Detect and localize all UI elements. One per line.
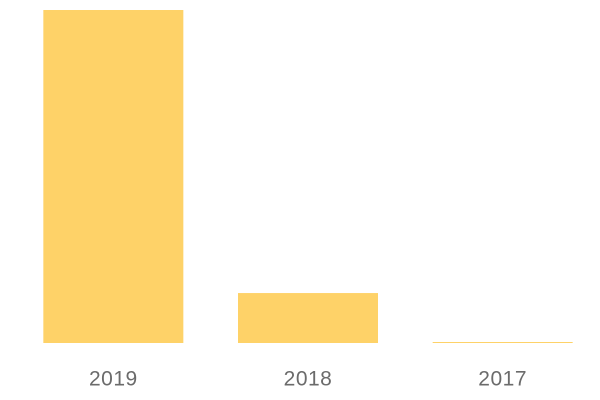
x-tick-label: 2019 (89, 368, 138, 391)
bar (432, 342, 573, 344)
bar (43, 10, 184, 343)
x-tick-label: 2017 (478, 368, 527, 391)
bar (238, 293, 378, 343)
x-tick-label: 2018 (284, 368, 333, 391)
